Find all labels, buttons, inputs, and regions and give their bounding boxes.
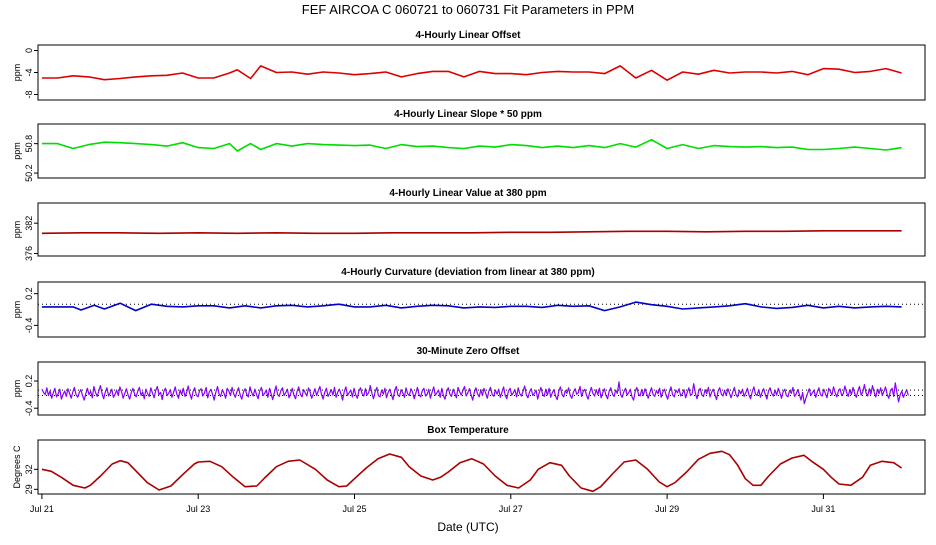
- panel-frame: [37, 44, 926, 101]
- panel-title: 4-Hourly Linear Offset: [415, 30, 521, 41]
- panel-title: Box Temperature: [427, 425, 509, 436]
- x-tick-label: Jul 29: [655, 504, 679, 514]
- panel-4: 4-Hourly Curvature (deviation from linea…: [12, 267, 926, 338]
- panel-2: 4-Hourly Linear Slope * 50 ppm 50.8 50.2pp…: [12, 109, 926, 182]
- series-line-1: [41, 230, 902, 235]
- series-line-1: [41, 65, 902, 81]
- x-tick-label: Jul 27: [499, 504, 523, 514]
- panel-3: 4-Hourly Linear Value at 380 ppm 382 376pp…: [12, 188, 926, 261]
- y-tick-label: 0.2: [24, 375, 34, 388]
- panel-frame: [37, 439, 926, 495]
- series-line-1: [41, 450, 903, 493]
- panel-frame: [37, 281, 926, 338]
- y-axis-label: ppm: [12, 301, 22, 319]
- y-tick-label: -0.4: [24, 400, 34, 416]
- y-tick-label: 376: [24, 246, 34, 261]
- y-axis-label: ppm: [12, 221, 22, 239]
- y-axis-label: ppm: [12, 142, 22, 160]
- panel-title: 30-Minute Zero Offset: [417, 346, 520, 357]
- y-tick-label: -4: [24, 68, 34, 76]
- x-tick-label: Jul 21: [30, 504, 54, 514]
- panel-title: 4-Hourly Linear Slope * 50 ppm: [394, 109, 542, 120]
- panel-frame: [37, 202, 926, 257]
- y-tick-label: 0.2: [24, 287, 34, 300]
- chart-title: FEF AIRCOA C 060721 to 060731 Fit Parame…: [302, 2, 634, 17]
- panel-title: 4-Hourly Linear Value at 380 ppm: [389, 188, 546, 199]
- y-axis-label: ppm: [12, 64, 22, 82]
- x-tick-label: Jul 23: [186, 504, 210, 514]
- y-tick-label: 50.8: [24, 135, 34, 153]
- panel-frame: [37, 123, 926, 179]
- panel-title: 4-Hourly Curvature (deviation from linea…: [341, 267, 594, 278]
- x-axis: Jul 21 Jul 23 Jul 25 Jul 27 Jul 29 Jul 31: [30, 494, 835, 514]
- y-tick-label: 29: [24, 484, 34, 494]
- y-tick-label: -8: [24, 90, 34, 98]
- series-line-1: [41, 301, 902, 312]
- x-tick-label: Jul 25: [342, 504, 366, 514]
- y-tick-label: 382: [24, 216, 34, 231]
- y-tick-label: 0: [24, 48, 34, 53]
- y-tick-label: 50.2: [24, 164, 34, 182]
- series-line-1: [41, 381, 909, 405]
- x-tick-label: Jul 31: [811, 504, 835, 514]
- series-line-1: [41, 138, 902, 152]
- y-tick-label: -0.4: [24, 318, 34, 334]
- y-tick-label: 32: [24, 464, 34, 474]
- panel-frame: [37, 361, 926, 416]
- y-axis-label: Degrees C: [12, 445, 22, 489]
- x-axis-label: Date (UTC): [437, 520, 498, 534]
- y-axis-label: ppm: [12, 380, 22, 398]
